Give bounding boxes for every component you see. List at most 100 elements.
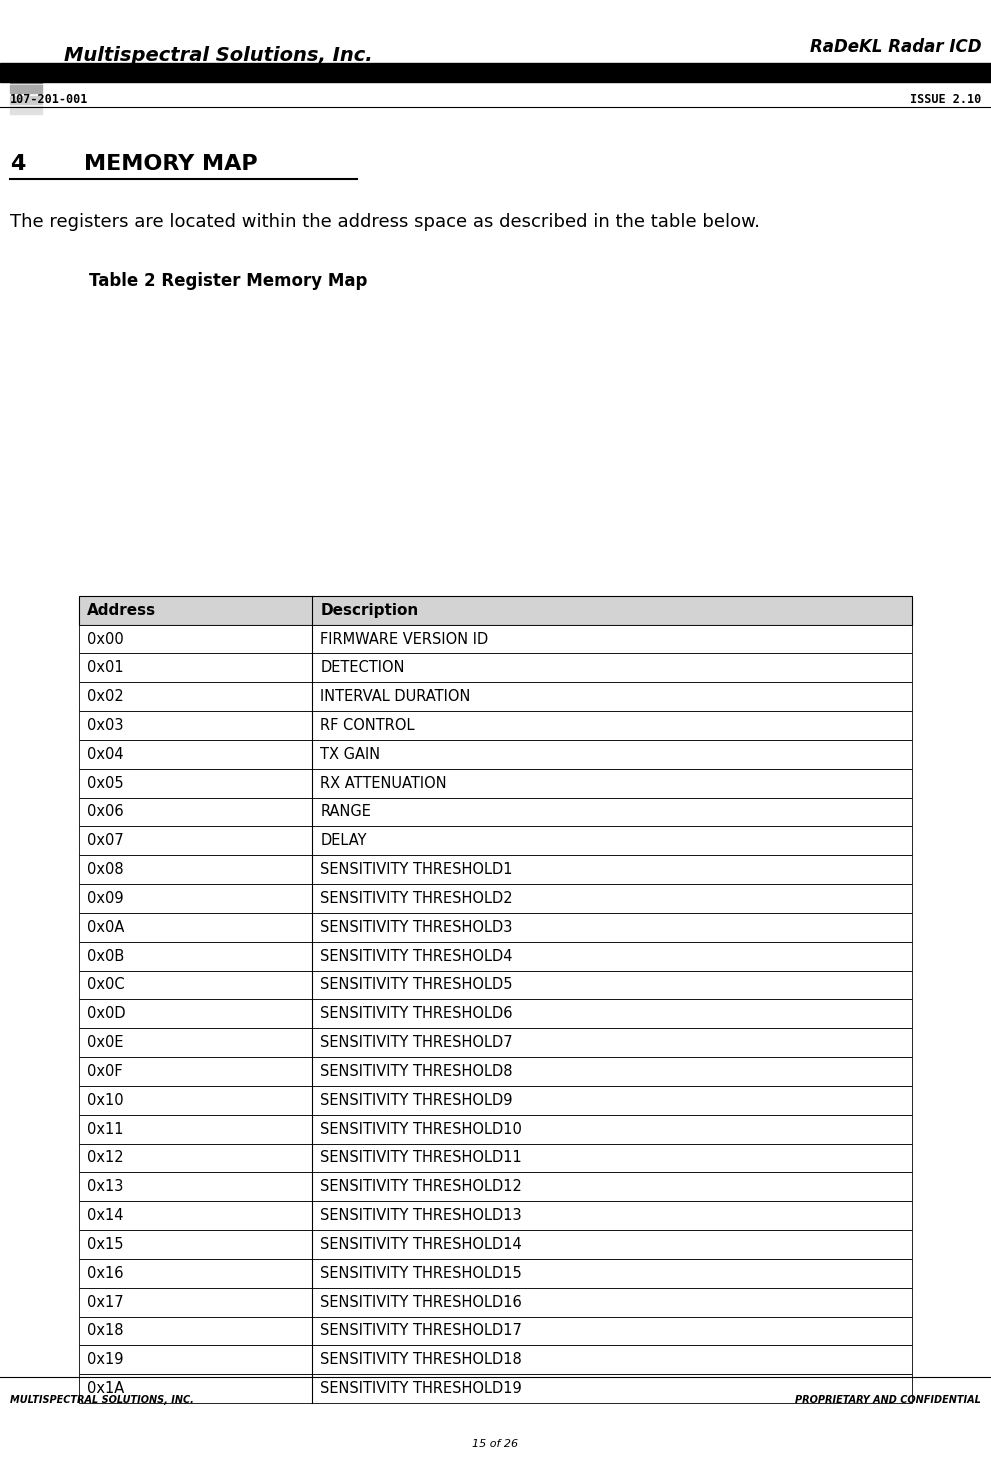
Text: TX GAIN: TX GAIN	[320, 747, 381, 762]
Text: SENSITIVITY THRESHOLD16: SENSITIVITY THRESHOLD16	[320, 1294, 522, 1309]
Text: SENSITIVITY THRESHOLD4: SENSITIVITY THRESHOLD4	[320, 949, 512, 964]
Bar	[79, 1115, 912, 1143]
Text: 4: 4	[10, 154, 26, 175]
Text: 15 of 26: 15 of 26	[473, 1439, 518, 1449]
Text: 0x03: 0x03	[87, 718, 124, 733]
Text: Multispectral Solutions, Inc.: Multispectral Solutions, Inc.	[64, 47, 373, 65]
Text: 0x06: 0x06	[87, 805, 124, 819]
Text: FIRMWARE VERSION ID: FIRMWARE VERSION ID	[320, 631, 489, 646]
Bar	[79, 855, 912, 884]
Bar	[79, 596, 912, 625]
Text: SENSITIVITY THRESHOLD6: SENSITIVITY THRESHOLD6	[320, 1006, 512, 1021]
Bar	[10, 75, 42, 82]
Text: 0x19: 0x19	[87, 1352, 124, 1367]
Bar	[79, 1172, 912, 1202]
Bar	[79, 1028, 912, 1058]
Bar	[79, 913, 912, 941]
Text: 0x16: 0x16	[87, 1267, 124, 1281]
Text: 0x0A: 0x0A	[87, 919, 125, 934]
Text: Description: Description	[320, 603, 418, 618]
Text: SENSITIVITY THRESHOLD1: SENSITIVITY THRESHOLD1	[320, 862, 512, 877]
Text: 0x00: 0x00	[87, 631, 124, 646]
Bar	[79, 1143, 912, 1172]
Text: SENSITIVITY THRESHOLD12: SENSITIVITY THRESHOLD12	[320, 1180, 522, 1194]
Text: 0x07: 0x07	[87, 834, 124, 849]
Text: RF CONTROL: RF CONTROL	[320, 718, 415, 733]
Text: 0x0C: 0x0C	[87, 978, 125, 993]
Bar	[79, 1374, 912, 1403]
Bar	[79, 625, 912, 653]
Bar	[10, 106, 42, 115]
Text: Table 2 Register Memory Map: Table 2 Register Memory Map	[89, 272, 368, 290]
Text: 0x05: 0x05	[87, 775, 124, 790]
Bar	[79, 884, 912, 913]
Text: SENSITIVITY THRESHOLD14: SENSITIVITY THRESHOLD14	[320, 1237, 522, 1252]
Bar	[79, 941, 912, 971]
Text: 0x04: 0x04	[87, 747, 124, 762]
Text: 0x0E: 0x0E	[87, 1036, 124, 1050]
Text: 0x08: 0x08	[87, 862, 124, 877]
Text: 0x12: 0x12	[87, 1150, 124, 1165]
Bar	[79, 1287, 912, 1317]
Text: 0x0D: 0x0D	[87, 1006, 126, 1021]
Text: PROPRIETARY AND CONFIDENTIAL: PROPRIETARY AND CONFIDENTIAL	[795, 1395, 981, 1405]
Bar	[79, 740, 912, 769]
Bar	[79, 1317, 912, 1346]
Text: SENSITIVITY THRESHOLD3: SENSITIVITY THRESHOLD3	[320, 919, 512, 934]
Bar	[10, 96, 42, 104]
Bar	[10, 63, 42, 72]
Text: 0x01: 0x01	[87, 660, 124, 675]
Text: INTERVAL DURATION: INTERVAL DURATION	[320, 690, 471, 705]
Text: SENSITIVITY THRESHOLD2: SENSITIVITY THRESHOLD2	[320, 891, 513, 906]
Text: SENSITIVITY THRESHOLD7: SENSITIVITY THRESHOLD7	[320, 1036, 513, 1050]
Bar	[79, 1230, 912, 1259]
Text: SENSITIVITY THRESHOLD8: SENSITIVITY THRESHOLD8	[320, 1064, 512, 1078]
Text: 0x02: 0x02	[87, 690, 124, 705]
Text: RANGE: RANGE	[320, 805, 372, 819]
Text: 0x15: 0x15	[87, 1237, 124, 1252]
Bar	[79, 683, 912, 710]
Text: 107-201-001: 107-201-001	[10, 93, 88, 106]
Bar	[79, 797, 912, 827]
Bar	[79, 769, 912, 797]
Text: SENSITIVITY THRESHOLD13: SENSITIVITY THRESHOLD13	[320, 1208, 522, 1222]
Bar	[79, 653, 912, 683]
Text: 0x18: 0x18	[87, 1324, 124, 1339]
Text: SENSITIVITY THRESHOLD11: SENSITIVITY THRESHOLD11	[320, 1150, 522, 1165]
Text: SENSITIVITY THRESHOLD10: SENSITIVITY THRESHOLD10	[320, 1122, 522, 1137]
Text: SENSITIVITY THRESHOLD9: SENSITIVITY THRESHOLD9	[320, 1093, 512, 1108]
Bar	[79, 1346, 912, 1374]
Text: SENSITIVITY THRESHOLD5: SENSITIVITY THRESHOLD5	[320, 978, 512, 993]
Text: The registers are located within the address space as described in the table bel: The registers are located within the add…	[10, 213, 760, 231]
Text: DELAY: DELAY	[320, 834, 367, 849]
Text: 0x10: 0x10	[87, 1093, 124, 1108]
Text: 0x1A: 0x1A	[87, 1381, 125, 1396]
Bar	[79, 971, 912, 999]
Text: SENSITIVITY THRESHOLD19: SENSITIVITY THRESHOLD19	[320, 1381, 522, 1396]
Bar	[79, 999, 912, 1028]
Text: 0x13: 0x13	[87, 1180, 124, 1194]
Text: RaDeKL Radar ICD: RaDeKL Radar ICD	[810, 38, 981, 56]
Text: DETECTION: DETECTION	[320, 660, 404, 675]
Text: 0x09: 0x09	[87, 891, 124, 906]
Bar	[79, 1259, 912, 1287]
Text: 0x11: 0x11	[87, 1122, 124, 1137]
Text: 0x0B: 0x0B	[87, 949, 125, 964]
Bar	[79, 827, 912, 855]
Text: SENSITIVITY THRESHOLD15: SENSITIVITY THRESHOLD15	[320, 1267, 522, 1281]
Text: MEMORY MAP: MEMORY MAP	[84, 154, 258, 175]
Text: MULTISPECTRAL SOLUTIONS, INC.: MULTISPECTRAL SOLUTIONS, INC.	[10, 1395, 194, 1405]
Bar	[79, 1202, 912, 1230]
Text: RX ATTENUATION: RX ATTENUATION	[320, 775, 447, 790]
Bar	[10, 85, 42, 93]
Bar	[79, 710, 912, 740]
Text: 0x17: 0x17	[87, 1294, 124, 1309]
Text: SENSITIVITY THRESHOLD18: SENSITIVITY THRESHOLD18	[320, 1352, 522, 1367]
Bar	[0, 63, 991, 82]
Bar	[79, 1086, 912, 1115]
Text: 0x0F: 0x0F	[87, 1064, 123, 1078]
Bar	[79, 1058, 912, 1086]
Text: Address: Address	[87, 603, 157, 618]
Text: ISSUE 2.10: ISSUE 2.10	[910, 93, 981, 106]
Text: 0x14: 0x14	[87, 1208, 124, 1222]
